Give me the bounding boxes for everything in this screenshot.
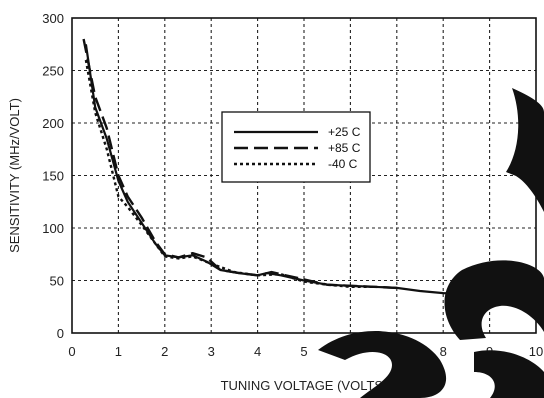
x-tick-label: 5 [300, 344, 307, 359]
watermark-shape [506, 88, 544, 212]
legend-label: -40 C [328, 157, 358, 171]
watermark-shape [474, 350, 544, 398]
y-tick-label: 0 [57, 326, 64, 341]
series-layer [82, 38, 537, 300]
series-1 [82, 38, 397, 290]
legend-label: +25 C [328, 125, 361, 139]
legend: +25 C +85 C -40 C [221, 111, 371, 183]
y-tick-label: 50 [50, 274, 64, 289]
x-tick-label: 0 [68, 344, 75, 359]
watermark-shape [444, 260, 544, 340]
series-line [84, 59, 374, 288]
y-tick-label: 100 [42, 221, 64, 236]
x-tick-label: 3 [208, 344, 215, 359]
x-tick-label: 2 [161, 344, 168, 359]
y-tick-label: 300 [42, 11, 64, 26]
x-tick-label: 10 [529, 344, 543, 359]
legend-label: +85 C [328, 141, 361, 155]
x-tick-label: 1 [115, 344, 122, 359]
y-tick-label: 200 [42, 116, 64, 131]
y-tick-label: 250 [42, 64, 64, 79]
watermark-logo [318, 88, 544, 398]
x-tick-label: 4 [254, 344, 261, 359]
y-tick-label: 150 [42, 169, 64, 184]
series-line [82, 38, 397, 290]
x-tick-label: 8 [440, 344, 447, 359]
y-tick-labels: 0 50 100 150 200 250 300 [42, 11, 64, 341]
watermark-shape [318, 331, 447, 398]
x-axis-title: TUNING VOLTAGE (VOLTS) [221, 378, 388, 393]
series-2 [84, 59, 374, 288]
y-axis-title: SENSITIVITY (MHz/VOLT) [7, 98, 22, 253]
